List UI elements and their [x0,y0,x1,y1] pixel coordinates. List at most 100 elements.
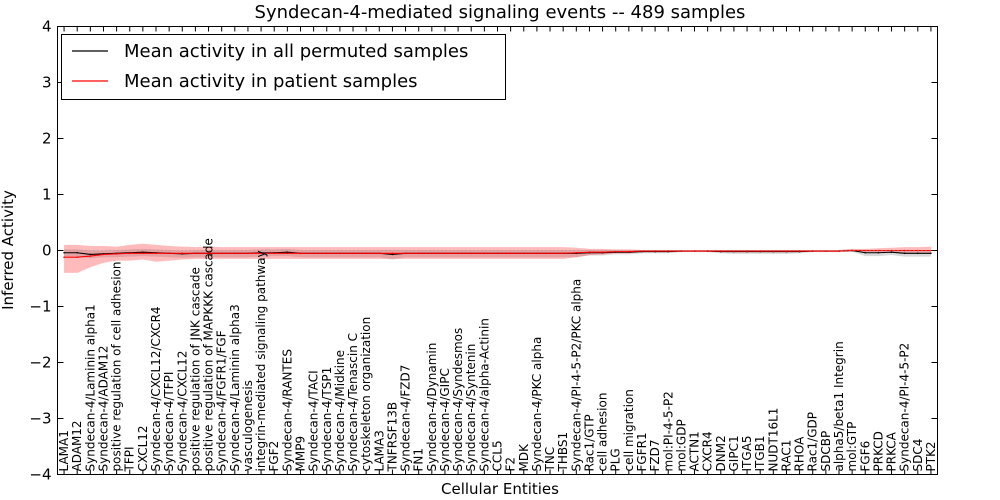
x-tick-label: Syndecan-4/alpha-Actinin [477,318,491,471]
x-axis-label: Cellular Entities [441,480,559,498]
x-tick-label: LAMA3 [372,430,386,471]
x-tick-label: Syndecan-4/FGFR1/FGF [215,330,229,471]
point-patient [247,252,249,255]
y-tick-label: 0 [42,242,52,260]
x-tick-label: integrin-mediated signaling pathway [254,250,268,471]
point-patient [444,252,446,255]
x-tick-label: CXCR4 [701,431,715,471]
point-patient [575,251,578,254]
x-tick-label: alpha5/beta1 Integrin [832,341,846,471]
legend: Mean activity in all permuted samples Me… [61,34,506,100]
x-tick-label: Syndecan-4/TACI [307,370,321,471]
point-patient [142,252,144,255]
x-tick-label: Syndecan-4/Laminin alpha3 [228,304,242,471]
point-patient [667,250,670,252]
x-tick-label: FGF6 [858,441,872,472]
x-tick-label: Syndecan-4/FZD7 [399,365,413,472]
x-tick-label: Syndecan-4/GIPC [438,368,452,471]
x-tick-label: TNFRSF13B [385,402,399,473]
y-tick-label: −1 [29,298,51,316]
x-tick-label: Syndecan-4/PI-4-5-P2 [898,343,912,472]
point-patient [417,252,420,255]
point-patient [457,252,459,255]
point-permuted [89,253,92,256]
x-tick-label: RHOA [793,436,807,472]
point-patient [719,250,722,252]
point-patient [706,250,709,252]
x-tick-label: Syndecan-4/Dynamin [425,343,439,472]
chart-title: Syndecan-4-mediated signaling events -- … [255,2,746,23]
point-permuted [286,251,289,253]
x-tick-label: FN1 [412,448,426,472]
point-patient [614,250,617,253]
x-tick-label: Syndecan-4/Laminin alpha1 [83,304,97,471]
x-tick-label: MDK [517,443,531,472]
point-patient [654,250,656,252]
point-patient [522,252,525,255]
point-permuted [63,251,65,254]
point-patient [536,252,538,255]
point-patient [851,249,853,252]
point-permuted [930,252,932,255]
x-tick-label: THBS1 [556,432,570,473]
point-patient [404,252,407,255]
x-tick-label: GIPC1 [727,435,741,471]
x-tick-label: ACTN1 [688,431,702,471]
y-tick-label: −3 [29,410,51,428]
point-patient [220,252,223,255]
point-permuted [877,251,880,254]
x-tick-label: Syndecan-4/CXCL12/CXCR4 [149,306,163,471]
x-tick-label: PTK2 [924,441,938,471]
point-patient [470,252,473,255]
point-patient [76,256,78,259]
x-tick-label: cell migration [622,389,636,471]
x-tick-label: FZD7 [648,440,662,472]
x-tick-label: cytoskeleton organization [359,317,373,472]
x-tick-label: F2 [504,457,518,472]
x-tick-label: Rac1/GDP [806,412,820,471]
y-tick-label: 4 [42,18,52,36]
x-tick-label: RAC1 [779,440,793,472]
series-lines [57,249,938,259]
x-tick-label: Syndecan-4/Syndesmos [451,328,465,472]
point-permuted [76,251,78,254]
point-patient [549,252,551,255]
x-tick-label: DNM2 [714,435,728,471]
point-patient [509,252,512,255]
x-tick-label: Syndecan-4/PKC alpha [530,337,544,472]
point-patient [194,252,197,255]
point-patient [903,249,906,252]
x-tick-label: Syndecan-4/Midkine [333,350,347,471]
point-patient [890,249,893,252]
point-patient [838,250,840,252]
x-tick-label: MMP9 [293,436,307,472]
point-patient [759,250,761,252]
plot-frame [57,26,938,475]
point-patient [483,252,486,255]
x-tick-label: PRKCA [885,431,899,471]
x-tick-label: ITGA5 [740,435,754,471]
x-tick-label: mol:GDP [674,419,688,471]
x-tick-label: TFPI [123,446,137,472]
point-patient [325,252,328,255]
point-patient [811,250,814,252]
point-permuted [391,253,394,256]
x-tick-label: cell adhesion [596,393,610,472]
point-permuted [890,251,893,253]
x-tick-label: ITGB1 [753,435,767,471]
x-tick-label: Syndecan-4/TFPI [162,372,176,472]
point-patient [168,252,170,255]
legend-label-patient: Mean activity in patient samples [124,71,418,92]
x-tick-label: mol:GTP [845,422,859,472]
point-permuted [903,252,906,255]
x-tick-label: PRKCD [871,431,885,471]
point-patient [496,252,499,255]
point-patient [339,252,341,255]
point-patient [102,253,105,256]
point-patient [628,250,630,253]
point-patient [312,252,315,255]
point-patient [431,252,433,255]
x-tick-label: Syndecan-4/Syntenin [464,344,478,472]
point-patient [63,256,65,259]
x-tick-label: SDCBP [819,431,833,472]
